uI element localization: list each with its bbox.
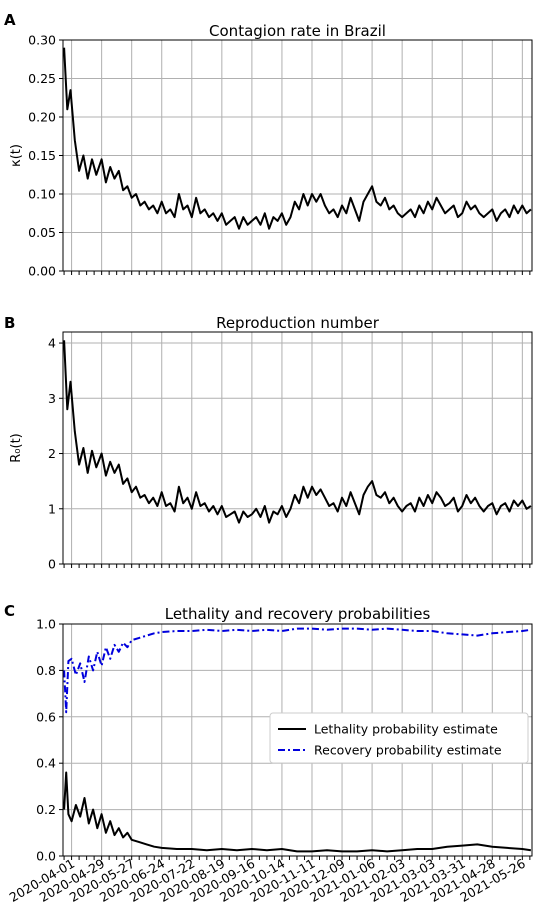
y-axis-label: κ(t) <box>9 144 24 167</box>
y-tick-label: 0.6 <box>36 709 56 724</box>
y-tick-label: 0.15 <box>28 148 56 163</box>
y-tick-label: 0.05 <box>28 225 56 240</box>
y-tick-label: 4 <box>48 336 56 351</box>
y-tick-label: 0.25 <box>28 71 56 86</box>
chart-title: Reproduction number <box>216 314 380 332</box>
series-line-1 <box>63 771 532 853</box>
y-tick-label: 0.0 <box>36 849 56 864</box>
plot-frame <box>62 331 533 565</box>
y-tick-label: 0.20 <box>28 110 56 125</box>
panel-letter: C <box>4 602 15 620</box>
chart-title: Lethality and recovery probabilities <box>165 605 431 623</box>
y-tick-label: 0.00 <box>28 264 56 279</box>
legend-box <box>269 712 529 764</box>
chart-panel-c: C Lethality and recovery probabilities 0.0… <box>4 602 533 905</box>
y-tick-label: 0.2 <box>36 802 56 817</box>
chart-panel-a: A Contagion rate in Brazil 0.00 0.05 0.10 0.1… <box>4 11 533 279</box>
y-tick-label: 0 <box>48 557 56 572</box>
y-axis-label: R₀(t) <box>9 433 24 463</box>
y-tick-label: 2 <box>48 446 56 461</box>
y-tick-label: 3 <box>48 391 56 406</box>
plot-frame <box>62 623 533 857</box>
legend-label: Lethality probability estimate <box>314 722 498 737</box>
chart-title: Contagion rate in Brazil <box>209 22 386 40</box>
y-tick-label: 0.8 <box>36 663 56 678</box>
series-line-1 <box>63 47 532 230</box>
chart-panel-b: B Reproduction number 0 1 2 3 4 R₀(t) <box>4 314 533 572</box>
series-line-1 <box>63 340 532 524</box>
y-tick-label: 1 <box>48 501 56 516</box>
y-tick-label: 0.4 <box>36 756 56 771</box>
series-line-2 <box>63 627 532 714</box>
y-tick-label: 0.10 <box>28 187 56 202</box>
panel-letter: B <box>4 314 15 332</box>
plot-frame <box>62 39 533 272</box>
panel-letter: A <box>4 11 16 29</box>
y-tick-label: 1.0 <box>36 617 56 632</box>
legend-label: Recovery probability estimate <box>314 743 502 758</box>
y-tick-label: 0.30 <box>28 33 56 48</box>
